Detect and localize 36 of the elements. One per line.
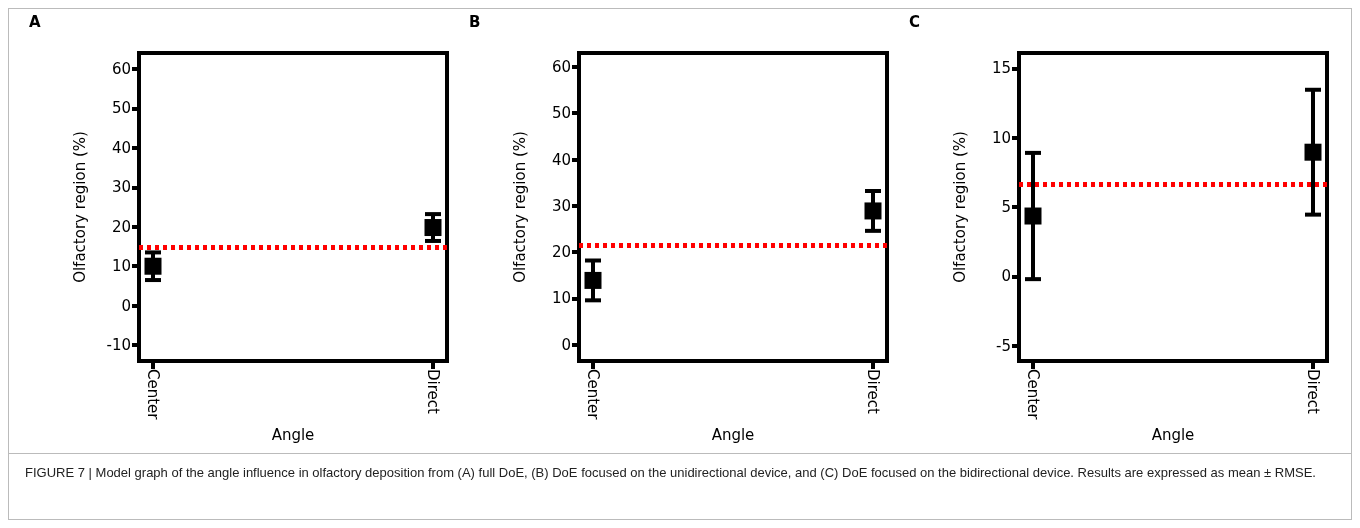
y-tick-label: 50 [111, 99, 131, 118]
caption: FIGURE 7 | Model graph of the angle influence in olfactory deposition from (A) full DoE, (B) DoE focused on the unidirectional device, and (C) DoE focused on the bidirectional device. Results are expressed as mean ± RMSE. [25, 464, 1317, 482]
y-axis-title: Olfactory region (%) [950, 131, 969, 283]
y-tick-label: 30 [551, 196, 571, 215]
x-tick-label: Center [1024, 369, 1042, 421]
x-tick-label: Center [144, 369, 162, 421]
y-tick-label: 60 [111, 59, 131, 78]
y-tick-label: 20 [551, 243, 571, 262]
x-tick-label: Center [584, 369, 602, 421]
x-axis-title: Angle [1151, 425, 1195, 444]
chart-title: B [469, 12, 481, 31]
y-tick-label: 0 [121, 296, 131, 315]
y-tick-label: 30 [111, 178, 131, 197]
y-tick-label: 15 [991, 59, 1011, 78]
x-tick-label: Direct [424, 369, 442, 415]
x-axis-title: Angle [711, 425, 755, 444]
y-tick-label: 5 [1001, 198, 1011, 216]
y-tick-label: 0 [1001, 267, 1011, 286]
y-tick-label: -5 [996, 336, 1011, 355]
x-tick-label: Direct [864, 369, 882, 415]
y-axis-title: Olfactory region (%) [510, 131, 529, 283]
chart-title: A [29, 12, 41, 31]
x-tick-label: Direct [1304, 369, 1322, 415]
y-tick-label: 40 [111, 138, 131, 157]
y-tick-label: -10 [106, 336, 131, 355]
y-tick-label: 10 [991, 128, 1011, 147]
y-tick-label: 20 [111, 217, 131, 236]
chart-title: C [909, 12, 921, 31]
y-tick-label: 50 [551, 104, 571, 123]
y-tick-label: 60 [551, 57, 571, 76]
y-tick-label: 10 [551, 289, 571, 308]
y-tick-label: 40 [551, 150, 571, 169]
y-axis-title: Olfactory region (%) [70, 131, 89, 283]
y-tick-label: 10 [111, 257, 131, 276]
y-tick-label: 0 [561, 335, 571, 354]
x-axis-title: Angle [271, 425, 315, 444]
